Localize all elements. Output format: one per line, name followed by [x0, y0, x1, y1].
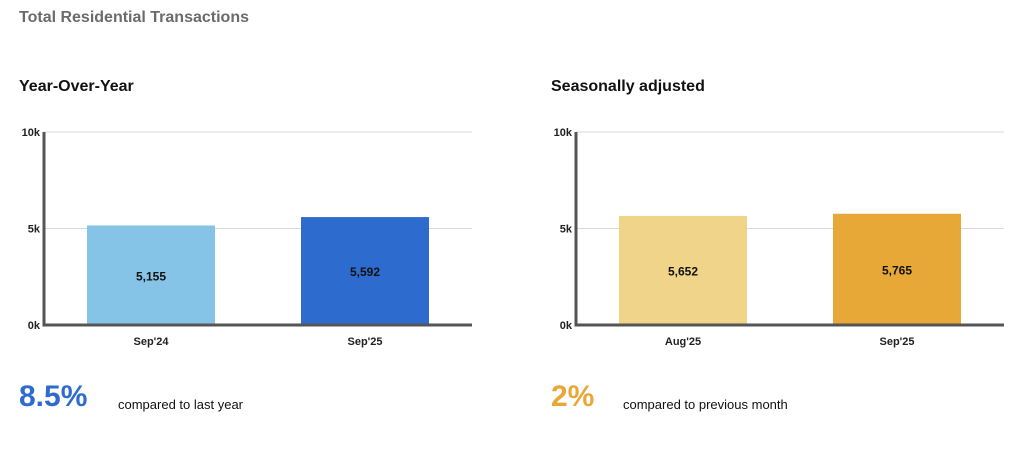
- seasonally-adjusted-panel: Seasonally adjusted 0k 5k 10k 5,652 Aug'25 5,…: [532, 0, 1022, 458]
- y-tick-label: 0k: [560, 320, 573, 332]
- data-label: 5,155: [136, 269, 166, 283]
- panel-title: Seasonally adjusted: [551, 78, 705, 95]
- mom-change-value: 2%: [551, 380, 595, 413]
- year-over-year-chart: 0k 5k 10k 5,155 Sep'24 5,592 Sep'25: [22, 127, 472, 348]
- x-tick-label: Sep'24: [133, 336, 169, 348]
- x-tick-label: Sep'25: [347, 336, 382, 348]
- bar: [87, 225, 215, 325]
- bar: [833, 213, 961, 325]
- y-tick-label: 10k: [22, 127, 41, 139]
- x-tick-label: Sep'25: [879, 336, 914, 348]
- y-tick-label: 10k: [554, 127, 573, 139]
- y-tick-label: 0k: [28, 320, 41, 332]
- x-tick-label: Aug'25: [665, 336, 701, 348]
- bar: [301, 217, 429, 325]
- mom-change-caption: compared to previous month: [623, 397, 788, 412]
- bar: [619, 215, 747, 325]
- yoy-change-value: 8.5%: [19, 380, 88, 413]
- page-title: Total Residential Transactions: [19, 9, 249, 26]
- data-label: 5,652: [668, 264, 698, 278]
- data-label: 5,765: [882, 263, 912, 277]
- y-tick-label: 5k: [560, 224, 573, 236]
- year-over-year-panel: Year-Over-Year 0k 5k 10k 5,155 Sep'24 5,592 Se…: [0, 0, 490, 458]
- yoy-change-caption: compared to last year: [118, 397, 244, 412]
- panel-title: Year-Over-Year: [19, 78, 134, 95]
- seasonally-adjusted-chart: 0k 5k 10k 5,652 Aug'25 5,765 Sep'25: [554, 127, 1004, 348]
- data-label: 5,592: [350, 265, 380, 279]
- y-tick-label: 5k: [28, 224, 41, 236]
